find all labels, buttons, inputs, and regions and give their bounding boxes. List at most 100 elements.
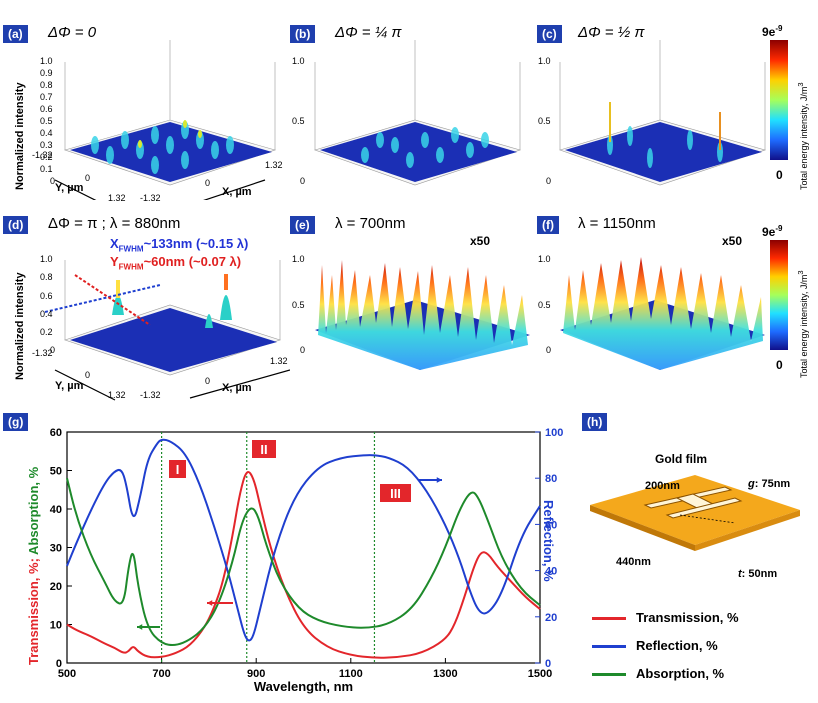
tick-d-pos: 1.32 [108, 390, 126, 400]
y-right-tick-label: 20 [545, 612, 557, 624]
x-tick-label: 1300 [433, 668, 457, 680]
series-line-absorption [66, 477, 541, 646]
chart-ylabel-right: Reflection, % [541, 500, 556, 582]
panel-h-tag: (h) [582, 413, 608, 431]
y-right-tick-label: 40 [545, 566, 557, 578]
yfwhm-value: ~60nm (~0.07 λ) [143, 254, 242, 269]
gold-film-schematic [590, 475, 800, 551]
dim-gap: g: 75nm [748, 478, 790, 490]
colorbar-bottom-max-base: 9e [762, 225, 776, 239]
legend-label-absorption: Absorption, % [636, 666, 725, 681]
panel-e-title: λ = 700nm [335, 215, 406, 232]
yfwhm-annotation: YFWHM~60nm (~0.07 λ) [110, 254, 241, 272]
xfwhm-symbol: X [110, 236, 119, 251]
y-label-a: Normalized intensity [14, 82, 26, 190]
z-tick-c-05: 0.5 [538, 116, 551, 126]
y-left-tick-label: 10 [50, 620, 62, 632]
tick-a-neg2: -1.32 [140, 193, 161, 203]
colorbar-top [770, 40, 788, 160]
arrow-transmission-head [207, 600, 213, 606]
y-left-tick-label: 20 [50, 581, 62, 593]
z-tick-b-05: 0.5 [292, 116, 305, 126]
axis-y-d: Y, µm [55, 380, 84, 392]
x-tick-label: 1100 [339, 668, 363, 680]
tick-d-pos2: 1.32 [270, 356, 288, 366]
colorbar-top-max-exp: -9 [775, 24, 783, 33]
legend-reflection: Reflection, % [592, 638, 718, 653]
surface-plot-d [44, 260, 290, 401]
colorbar-top-label: Total energy intensity, J/m3 [796, 82, 809, 190]
dim-200nm: 200nm [645, 480, 680, 492]
colorbar-bottom-label-exp: 3 [796, 270, 805, 275]
colorbar-bottom-min: 0 [776, 358, 783, 372]
tick-d-neg: -1.32 [32, 348, 53, 358]
tick-a-neg: -1.32 [32, 150, 53, 160]
z-tick-e-0: 0 [300, 345, 306, 355]
xfwhm-subscript: FWHM [118, 244, 144, 254]
x-tick-label: 900 [247, 668, 265, 680]
tick-d-zero2: 0 [205, 376, 211, 386]
y-right-tick-label: 60 [545, 519, 557, 531]
tick-a-pos: 1.32 [108, 193, 126, 203]
surface-plot-e [315, 260, 530, 370]
z-tick-a-03: 0.3 [40, 140, 53, 150]
tick-d-zero: 0 [85, 370, 91, 380]
z-tick-e-1: 1.0 [292, 254, 305, 264]
legend-absorption: Absorption, % [592, 666, 724, 681]
legend-label-reflection: Reflection, % [636, 638, 718, 653]
z-tick-c-0: 0 [546, 176, 552, 186]
z-tick-a-04: 0.4 [40, 128, 53, 138]
panel-c-title: ΔΦ = ½ π [578, 24, 645, 41]
panel-a-tag: (a) [3, 25, 28, 43]
y-left-tick-label: 50 [50, 466, 62, 478]
y-left-tick-label: 30 [50, 543, 62, 555]
colorbar-top-label-text: Total energy intensity, J/m [799, 86, 809, 190]
colorbar-bottom-max-exp: -9 [775, 224, 783, 233]
schematic-title: Gold film [655, 452, 707, 466]
plot-frame [66, 431, 541, 664]
z-tick-b-0: 0 [300, 176, 306, 186]
z-tick-d-04: 0.4 [40, 309, 53, 319]
z-tick-f-05: 0.5 [538, 300, 551, 310]
panel-g-tag: (g) [3, 413, 29, 431]
panel-c-tag: (c) [537, 25, 562, 43]
y-left-tick-label: 60 [50, 427, 62, 439]
roman-label-I: I [176, 462, 180, 477]
dim-440nm: 440nm [616, 556, 651, 568]
tick-a-zero2: 0 [205, 178, 211, 188]
legend-label-transmission: Transmission, % [636, 610, 739, 625]
dim-thickness: t: 50nm [738, 568, 777, 580]
colorbar-top-max-base: 9e [762, 25, 776, 39]
legend-swatch-reflection [592, 645, 626, 649]
colorbar-bottom-max: 9e-9 [762, 224, 782, 239]
roman-label-III: III [390, 486, 401, 501]
y-left-tick-label: 0 [56, 658, 62, 670]
y-label-d: Normalized intensity [14, 272, 26, 380]
y-right-tick-label: 80 [545, 473, 557, 485]
yfwhm-subscript: FWHM [118, 262, 144, 272]
roman-label-II: II [260, 442, 267, 457]
arrow-reflection-head [436, 477, 442, 483]
z-tick-d-06: 0.6 [40, 291, 53, 301]
axis-x-d: X, µm [222, 382, 252, 394]
panel-f-tag: (f) [537, 216, 559, 234]
surface-plot-a [54, 40, 277, 200]
z-tick-d-0: 0 [50, 345, 56, 355]
yfwhm-symbol: Y [110, 254, 119, 269]
surface-plot-f [560, 257, 765, 370]
spectra-chart: 500 700 900 1100 1300 15000102030405060020406… [50, 427, 564, 694]
roman-badge-III [380, 484, 411, 502]
z-tick-f-0: 0 [546, 345, 552, 355]
z-tick-d-08: 0.8 [40, 272, 53, 282]
axis-y-a: Y, µm [55, 182, 84, 194]
dim-gap-symbol: g [748, 478, 755, 490]
z-tick-e-05: 0.5 [292, 300, 305, 310]
colorbar-bottom-label-text: Total energy intensity, J/m [799, 274, 809, 378]
colorbar-top-label-exp: 3 [796, 82, 805, 87]
chart-ylabel-left-trans: Transmission, %; [26, 554, 41, 665]
axis-x-a: X, µm [222, 186, 252, 198]
z-tick-c-1: 1.0 [538, 56, 551, 66]
panel-d-title: ΔΦ = π ; λ = 880nm [48, 215, 181, 232]
y-right-tick-label: 0 [545, 658, 551, 670]
panel-e-multiplier: x50 [470, 234, 491, 248]
